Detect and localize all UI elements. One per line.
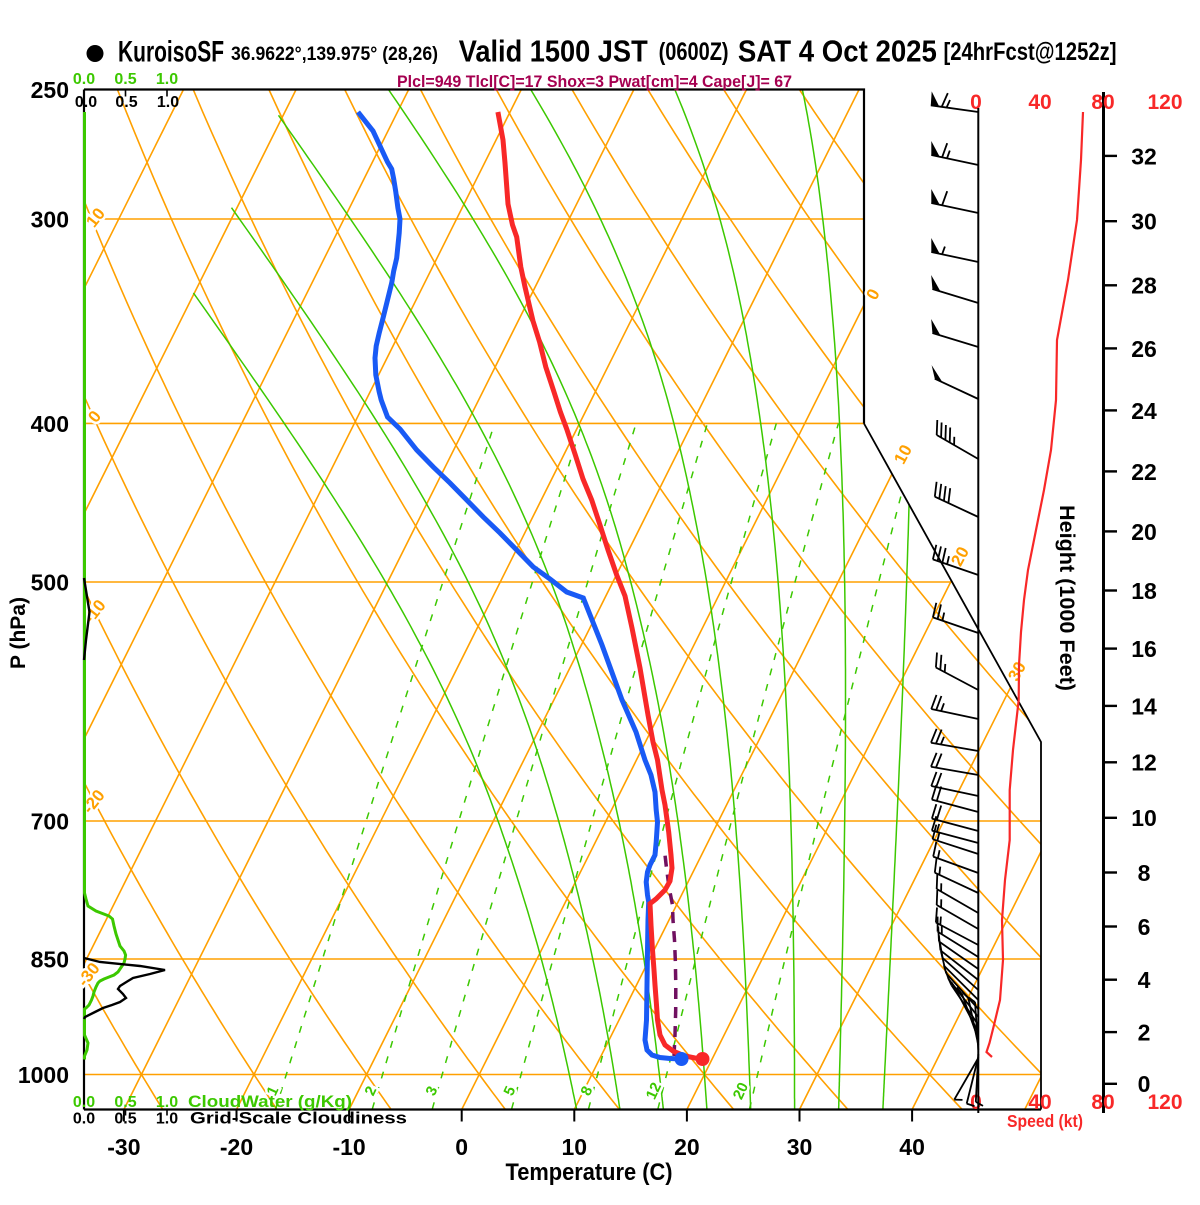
svg-text:80: 80: [1091, 91, 1114, 114]
svg-text:0.0: 0.0: [75, 94, 97, 111]
svg-text:10: 10: [562, 1134, 588, 1160]
svg-text:1000: 1000: [18, 1062, 69, 1088]
svg-text:16: 16: [1131, 636, 1157, 662]
svg-text:8: 8: [1138, 860, 1151, 886]
svg-text:Temperature (C): Temperature (C): [506, 1159, 673, 1186]
svg-text:1.0: 1.0: [156, 1094, 178, 1111]
svg-text:1.0: 1.0: [157, 94, 179, 111]
svg-text:20: 20: [674, 1134, 700, 1160]
svg-text:-10: -10: [332, 1134, 365, 1160]
svg-text:36.9622°,139.975° (28,26): 36.9622°,139.975° (28,26): [231, 44, 438, 65]
svg-text:40: 40: [1028, 91, 1051, 114]
svg-text:[24hrFcst@1252z]: [24hrFcst@1252z]: [944, 38, 1117, 66]
svg-text:300: 300: [31, 206, 69, 232]
svg-text:(0600Z): (0600Z): [659, 38, 729, 66]
svg-text:Valid 1500 JST: Valid 1500 JST: [459, 34, 648, 69]
svg-text:2: 2: [1138, 1020, 1151, 1046]
svg-text:-30: -30: [107, 1134, 140, 1160]
svg-text:10: 10: [1131, 805, 1157, 831]
svg-text:120: 120: [1147, 1091, 1182, 1114]
svg-text:32: 32: [1131, 143, 1157, 169]
svg-text:4: 4: [1138, 967, 1151, 993]
svg-text:0.5: 0.5: [114, 71, 136, 88]
svg-text:22: 22: [1131, 459, 1157, 485]
svg-text:12: 12: [1131, 750, 1157, 776]
svg-text:SAT 4 Oct 2025: SAT 4 Oct 2025: [738, 34, 937, 69]
svg-text:0.5: 0.5: [114, 1111, 136, 1128]
svg-text:400: 400: [31, 411, 69, 437]
svg-text:700: 700: [31, 808, 69, 834]
svg-text:0.0: 0.0: [73, 1111, 95, 1128]
svg-text:KuroisoSF: KuroisoSF: [118, 36, 224, 69]
svg-text:18: 18: [1131, 578, 1157, 604]
svg-text:1.0: 1.0: [156, 71, 178, 88]
svg-text:-20: -20: [220, 1134, 253, 1160]
svg-text:250: 250: [31, 77, 69, 103]
svg-text:30: 30: [1131, 209, 1157, 235]
svg-text:6: 6: [1138, 914, 1151, 940]
svg-text:0.0: 0.0: [73, 71, 95, 88]
svg-text:0.0: 0.0: [73, 1094, 95, 1111]
svg-text:1.0: 1.0: [156, 1111, 178, 1128]
svg-text:120: 120: [1147, 91, 1182, 114]
svg-text:26: 26: [1131, 336, 1157, 362]
svg-text:Speed (kt): Speed (kt): [1007, 1111, 1083, 1131]
svg-text:P (hPa): P (hPa): [7, 597, 30, 669]
svg-text:40: 40: [899, 1134, 925, 1160]
svg-text:Height (1000 Feet): Height (1000 Feet): [1055, 505, 1078, 691]
svg-text:500: 500: [31, 569, 69, 595]
svg-text:80: 80: [1091, 1091, 1114, 1114]
svg-text:30: 30: [787, 1134, 813, 1160]
svg-text:0: 0: [455, 1134, 468, 1160]
svg-text:0.5: 0.5: [115, 94, 137, 111]
svg-text:24: 24: [1131, 398, 1157, 424]
svg-text:Grid-Scale Cloudiness: Grid-Scale Cloudiness: [190, 1109, 407, 1128]
svg-text:Plcl=949 Tlcl[C]=17 Shox=3 Pwa: Plcl=949 Tlcl[C]=17 Shox=3 Pwat[cm]=4 Ca…: [397, 73, 792, 91]
svg-text:0.5: 0.5: [114, 1094, 136, 1111]
svg-text:850: 850: [31, 946, 69, 972]
svg-text:20: 20: [1131, 519, 1157, 545]
svg-text:28: 28: [1131, 273, 1157, 299]
svg-text:14: 14: [1131, 693, 1157, 719]
